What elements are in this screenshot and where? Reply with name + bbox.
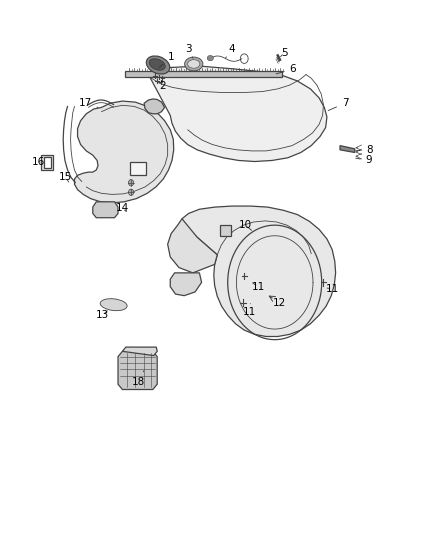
Polygon shape — [42, 155, 53, 170]
Text: 17: 17 — [78, 98, 98, 108]
Polygon shape — [168, 219, 217, 273]
Ellipse shape — [149, 59, 165, 70]
Text: 12: 12 — [270, 297, 286, 308]
Ellipse shape — [185, 57, 203, 71]
Polygon shape — [170, 273, 201, 296]
Text: 11: 11 — [243, 304, 256, 317]
Ellipse shape — [146, 56, 170, 74]
Text: 9: 9 — [356, 156, 372, 165]
Polygon shape — [340, 146, 355, 152]
Polygon shape — [44, 157, 50, 168]
Text: 2: 2 — [157, 78, 166, 91]
Polygon shape — [144, 99, 165, 114]
Text: 10: 10 — [239, 220, 252, 230]
Text: 14: 14 — [116, 203, 129, 213]
Text: 15: 15 — [59, 172, 72, 182]
Circle shape — [128, 180, 134, 186]
Text: 3: 3 — [185, 44, 193, 58]
Text: 13: 13 — [96, 310, 109, 320]
Text: 6: 6 — [276, 64, 296, 74]
Polygon shape — [125, 71, 282, 77]
Polygon shape — [130, 161, 146, 175]
Polygon shape — [147, 66, 327, 161]
Text: 5: 5 — [281, 48, 288, 58]
Text: 18: 18 — [132, 371, 145, 387]
Polygon shape — [118, 351, 157, 390]
Text: 4: 4 — [226, 44, 235, 58]
Polygon shape — [93, 202, 118, 217]
Ellipse shape — [207, 55, 213, 61]
Text: 8: 8 — [356, 145, 372, 155]
Ellipse shape — [100, 298, 127, 311]
Text: 16: 16 — [32, 157, 45, 166]
Text: 11: 11 — [325, 284, 339, 294]
Polygon shape — [122, 347, 157, 356]
Polygon shape — [182, 206, 336, 336]
Polygon shape — [74, 101, 174, 203]
Text: 11: 11 — [251, 281, 265, 292]
Circle shape — [128, 189, 134, 196]
Text: 7: 7 — [328, 98, 349, 110]
Ellipse shape — [187, 60, 200, 68]
Polygon shape — [220, 225, 231, 236]
Text: 1: 1 — [159, 52, 174, 68]
